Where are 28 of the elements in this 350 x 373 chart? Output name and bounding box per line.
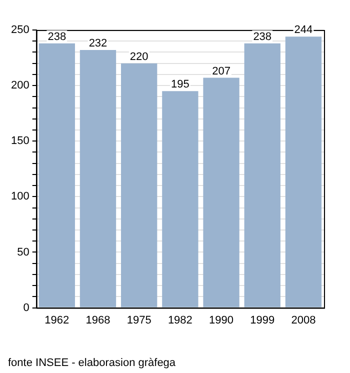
x-tick-label: 1990 (209, 314, 234, 326)
y-tick-label: 100 (10, 190, 30, 203)
y-tick-label: 50 (17, 246, 30, 258)
data-label: 232 (88, 38, 108, 50)
bar (38, 43, 75, 308)
bar (162, 91, 198, 308)
y-tick-label: 0 (23, 302, 30, 314)
y-tick-label: 200 (10, 80, 30, 92)
bar (203, 78, 240, 308)
data-label: 207 (212, 65, 230, 78)
x-tick-label: 1999 (250, 314, 275, 326)
source-note: fonte INSEE - elaborasion gràfega (8, 357, 176, 369)
data-label: 220 (130, 50, 148, 63)
x-tick-label: 2008 (291, 314, 316, 326)
x-tick-label: 1968 (86, 314, 110, 326)
bar (285, 36, 322, 308)
x-tick-label: 1975 (126, 314, 152, 326)
y-tick-label: 150 (10, 135, 30, 148)
x-tick-label: 1982 (168, 314, 192, 326)
data-label: 238 (48, 30, 66, 43)
data-label: 244 (294, 24, 313, 36)
bar (244, 43, 280, 308)
data-label: 195 (170, 78, 190, 91)
bar (121, 63, 158, 308)
data-label: 238 (253, 30, 272, 43)
x-tick-label: 1962 (44, 314, 70, 326)
bar (80, 50, 116, 308)
y-tick-label: 250 (10, 24, 30, 36)
